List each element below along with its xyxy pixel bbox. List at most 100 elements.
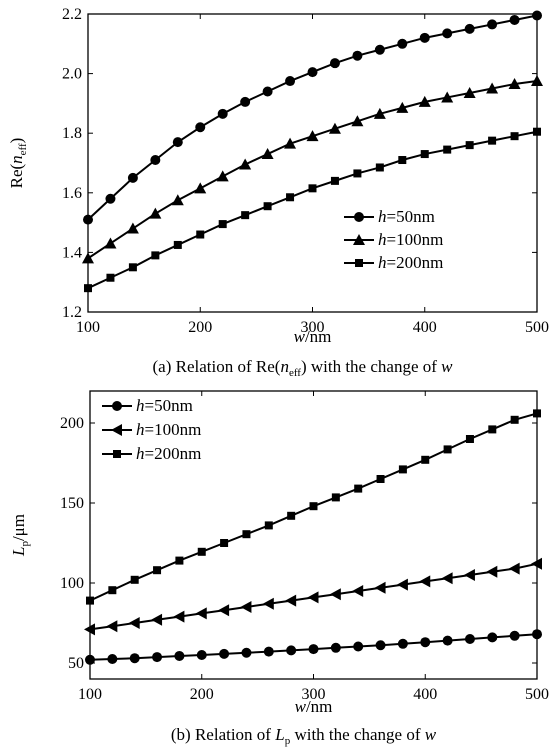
data-point-h=50nm xyxy=(532,10,542,21)
y-axis-label-pre: Re( xyxy=(7,163,26,188)
y-axis-label-var: n xyxy=(7,155,26,164)
x-tick-label: 400 xyxy=(413,319,437,336)
data-point-h=200nm xyxy=(510,132,519,141)
data-point-h=200nm xyxy=(242,530,251,539)
x-tick-label: 300 xyxy=(301,319,325,336)
data-point-h=50nm xyxy=(107,654,118,664)
caption-sub: eff xyxy=(289,367,301,379)
data-point-h=50nm xyxy=(420,637,431,648)
data-point-h=100nm xyxy=(328,122,341,134)
y-tick-label: 1.6 xyxy=(62,185,82,202)
data-point-h=50nm xyxy=(241,647,252,658)
legend-var: h xyxy=(136,420,145,439)
data-point-h=50nm xyxy=(286,645,297,656)
data-point-h=200nm xyxy=(106,273,115,282)
data-point-h=200nm xyxy=(443,445,452,454)
data-point-h=50nm xyxy=(217,108,228,119)
x-axis-label-unit: /nm xyxy=(306,697,332,716)
data-point-h=50nm xyxy=(219,648,230,659)
caption-post: ) with the change of xyxy=(301,357,441,376)
x-tick-label: 100 xyxy=(76,319,100,336)
caption-mid: Re( xyxy=(256,357,281,376)
x-tick-label: 300 xyxy=(302,686,326,703)
x-axis-label-var: w xyxy=(294,327,306,346)
data-point-h=100nm xyxy=(351,115,364,127)
data-point-h=200nm xyxy=(420,150,429,159)
data-point-h=100nm xyxy=(216,170,229,182)
data-point-h=200nm xyxy=(130,575,139,584)
y-axis-label-post: ) xyxy=(7,138,26,144)
legend-value: =100nm xyxy=(387,230,444,249)
data-point-h=100nm xyxy=(82,252,94,264)
data-point-h=100nm xyxy=(441,572,453,585)
data-point-h=200nm xyxy=(398,156,407,165)
data-point-h=100nm xyxy=(418,95,431,107)
data-point-h=50nm xyxy=(105,193,116,204)
data-point-h=50nm xyxy=(262,86,273,97)
x-axis-label-unit: /nm xyxy=(305,327,331,346)
legend-marker xyxy=(355,259,363,267)
data-point-h=50nm xyxy=(374,44,385,55)
legend-var: h xyxy=(136,396,145,415)
data-point-h=200nm xyxy=(375,163,384,172)
data-point-h=100nm xyxy=(463,86,476,98)
data-point-h=50nm xyxy=(419,32,430,43)
data-point-h=200nm xyxy=(84,284,92,293)
data-point-h=200nm xyxy=(443,145,452,154)
x-tick-label: 400 xyxy=(413,686,437,703)
data-point-h=100nm xyxy=(239,158,252,170)
data-point-h=100nm xyxy=(373,107,386,119)
data-point-h=100nm xyxy=(171,194,184,206)
legend-var: h xyxy=(378,253,387,272)
data-point-h=100nm xyxy=(218,604,230,617)
x-tick-label: 200 xyxy=(188,319,212,336)
y-axis-label-sub: p xyxy=(19,541,31,547)
caption-end: w xyxy=(425,725,437,744)
y-axis-label-var: L xyxy=(9,547,28,557)
y-tick-label: 1.8 xyxy=(62,125,82,142)
chart-panel-b: 100 200 300 400 50050100150200w/nmLp/μmh=50n… xyxy=(9,390,549,747)
data-point-h=100nm xyxy=(149,207,162,219)
data-point-h=50nm xyxy=(442,28,453,39)
data-point-h=100nm xyxy=(285,594,297,607)
data-point-h=50nm xyxy=(329,58,340,69)
caption-end: w xyxy=(441,357,453,376)
data-point-h=50nm xyxy=(127,172,138,183)
data-point-h=200nm xyxy=(197,547,206,556)
data-point-h=50nm xyxy=(152,652,163,663)
legend-entry: h=200nm xyxy=(378,253,443,272)
data-point-h=50nm xyxy=(150,155,161,166)
data-point-h=50nm xyxy=(353,641,364,652)
x-tick-label: 500 xyxy=(525,319,549,336)
data-point-h=100nm xyxy=(173,610,185,623)
data-point-h=200nm xyxy=(153,566,162,575)
data-point-h=200nm xyxy=(241,211,250,220)
data-point-h=100nm xyxy=(307,591,319,604)
data-point-h=100nm xyxy=(104,237,117,249)
y-axis-label: Lp/μm xyxy=(9,514,31,557)
data-point-h=100nm xyxy=(396,101,409,113)
data-point-h=100nm xyxy=(194,182,207,194)
data-point-h=100nm xyxy=(419,575,431,588)
data-point-h=100nm xyxy=(126,222,139,234)
legend-marker xyxy=(113,450,121,458)
data-point-h=50nm xyxy=(83,214,93,225)
data-point-h=50nm xyxy=(487,632,498,643)
legend-value: =200nm xyxy=(387,253,444,272)
data-point-h=50nm xyxy=(195,122,206,133)
data-point-h=200nm xyxy=(465,141,474,150)
legend-marker xyxy=(111,424,122,436)
data-point-h=50nm xyxy=(240,96,251,107)
data-point-h=200nm xyxy=(308,184,317,193)
chart-panel-a: 100 200 300 400 500 1.2 1.4 1.6 1.8 2.0 2.2 w/nm Re(… xyxy=(7,6,549,379)
data-point-h=200nm xyxy=(465,435,474,443)
legend-value: =100nm xyxy=(145,420,202,439)
data-point-h=200nm xyxy=(286,193,295,202)
data-point-h=200nm xyxy=(510,415,519,424)
data-point-h=200nm xyxy=(330,176,339,185)
data-point-h=50nm xyxy=(487,19,498,30)
data-point-h=200nm xyxy=(331,493,340,502)
legend-marker xyxy=(112,401,122,411)
data-point-h=200nm xyxy=(263,202,272,211)
